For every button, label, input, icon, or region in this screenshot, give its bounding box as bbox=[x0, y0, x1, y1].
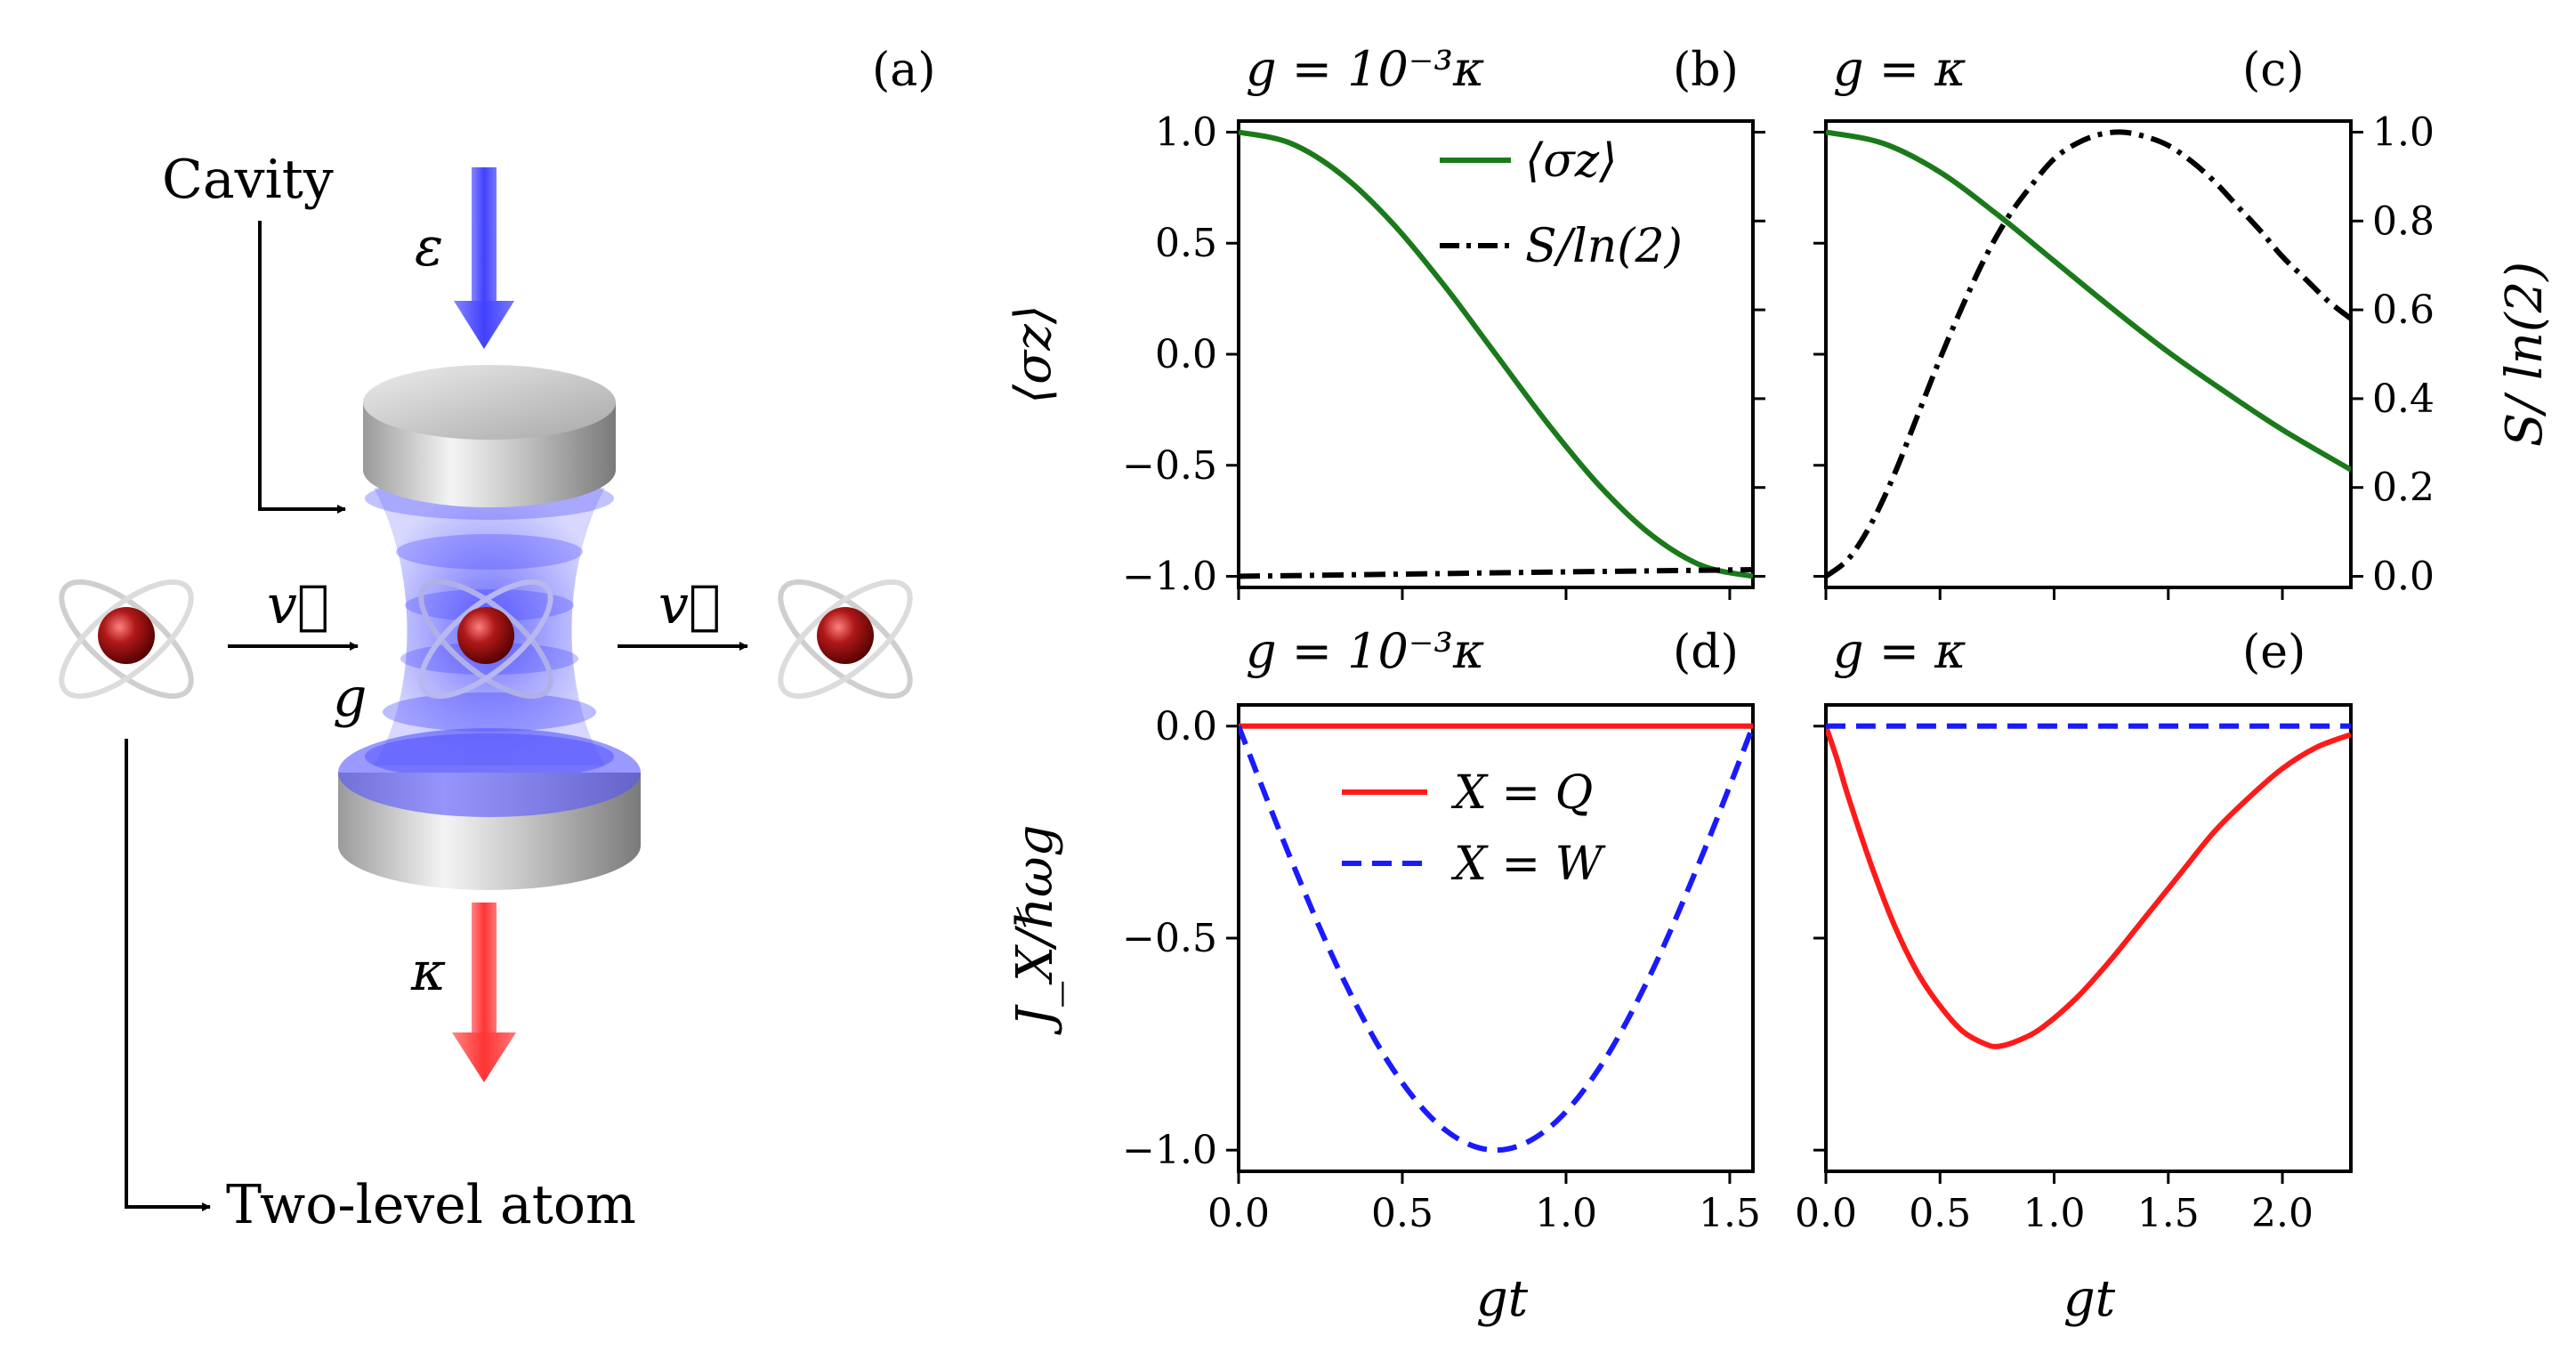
atom-pointer-arrow bbox=[125, 739, 211, 1211]
x-tick-label: 0.0 bbox=[1207, 1191, 1270, 1236]
series-line-primary bbox=[1826, 725, 2351, 1049]
panel-label-a: (a) bbox=[872, 44, 936, 97]
panel-d-xlabel: gt bbox=[1476, 1270, 1529, 1328]
y-tick-label: −0.5 bbox=[1122, 443, 1217, 489]
series-line-primary bbox=[1239, 129, 1753, 579]
legend-d-text-w: X = W bbox=[1450, 838, 1606, 891]
legend-b-text-entropy: S/ln(2) bbox=[1525, 220, 1683, 273]
panel-b-header: g = 10⁻³κ bbox=[1246, 41, 1484, 97]
legend-b: ⟨σz⟩ S/ln(2) bbox=[1440, 134, 1683, 273]
x-tick-label: 0.5 bbox=[1371, 1191, 1433, 1236]
x-tick-label: 1.0 bbox=[2023, 1191, 2086, 1236]
bottom-mirror bbox=[338, 728, 641, 890]
x-tick-label: 2.0 bbox=[2251, 1191, 2314, 1236]
panel-c-header: g = κ bbox=[1833, 41, 1966, 97]
y-tick-label: −0.5 bbox=[1122, 916, 1217, 961]
panel-e: g = κ (e) 0.0 0.5 1.0 1.5 2.0 gt bbox=[1795, 623, 2353, 1328]
panel-b-label: (b) bbox=[1673, 44, 1739, 97]
panel-c-y2label: S/ ln(2) bbox=[2496, 262, 2554, 447]
x-tick-label: 1.5 bbox=[1699, 1191, 1761, 1236]
y-tick-label: −1.0 bbox=[1122, 1128, 1217, 1173]
velocity-label-out: v⃗ bbox=[658, 574, 721, 636]
panel-e-label: (e) bbox=[2242, 626, 2305, 679]
plot-d: 0.0 0.5 1.0 1.5 0.0 −0.5 −1.0 bbox=[1122, 703, 1761, 1236]
series-line-secondary bbox=[1826, 129, 2351, 579]
series-line-primary bbox=[1826, 129, 2351, 473]
y-tick-label: 0.0 bbox=[1155, 704, 1217, 749]
y-tick-label: 0.5 bbox=[1155, 221, 1217, 266]
series-line-secondary bbox=[1239, 725, 1753, 1154]
y2-tick-label: 1.0 bbox=[2372, 109, 2435, 155]
coupling-label: g bbox=[333, 667, 367, 729]
epsilon-label: ε bbox=[415, 216, 443, 279]
atom-in-cavity bbox=[418, 579, 553, 700]
panel-c-label: (c) bbox=[2242, 44, 2305, 97]
atom-incoming bbox=[59, 579, 194, 700]
panel-e-header: g = κ bbox=[1833, 623, 1966, 679]
atom-outgoing bbox=[778, 579, 913, 700]
y2-tick-label: 0.6 bbox=[2372, 287, 2435, 333]
y-tick-label: 1.0 bbox=[1155, 109, 1217, 155]
pump-arrow bbox=[454, 167, 514, 349]
plot-c: 1.0 0.8 0.6 0.4 0.2 0.0 bbox=[1813, 109, 2435, 600]
x-tick-label: 1.0 bbox=[1535, 1191, 1597, 1236]
series-line-secondary bbox=[1239, 567, 1753, 579]
y2-tick-label: 0.8 bbox=[2372, 198, 2435, 244]
leak-arrow bbox=[452, 903, 516, 1082]
panel-d: g = 10⁻³κ (d) 0.0 0.5 1.0 1.5 0.0 −0.5 −1.0 J_… bbox=[1006, 623, 1761, 1328]
legend-b-text-sigma: ⟨σz⟩ bbox=[1525, 134, 1617, 188]
panel-b-ylabel: ⟨σz⟩ bbox=[1005, 304, 1062, 403]
kappa-label: κ bbox=[410, 941, 446, 1003]
cavity-label: Cavity bbox=[162, 149, 334, 211]
legend-d-text-q: X = Q bbox=[1450, 766, 1593, 820]
y2-tick-label: 0.4 bbox=[2372, 376, 2435, 422]
atom-label: Two-level atom bbox=[226, 1174, 636, 1236]
y2-tick-label: 0.0 bbox=[2372, 555, 2435, 600]
legend-d: X = Q X = W bbox=[1342, 766, 1606, 891]
cavity-pointer-arrow bbox=[258, 221, 346, 514]
panel-c: g = κ (c) 1.0 0.8 0.6 0.4 0.2 0.0 S/ ln(2) bbox=[1813, 41, 2554, 600]
y2-tick-label: 0.2 bbox=[2372, 466, 2435, 511]
cavity-diagram: (a) Cavity ε bbox=[59, 44, 936, 1236]
y-tick-label: −1.0 bbox=[1122, 555, 1217, 600]
x-tick-label: 0.5 bbox=[1909, 1191, 1971, 1236]
panel-d-ylabel: J_X/ℏωg bbox=[1006, 825, 1064, 1036]
x-tick-label: 0.0 bbox=[1795, 1191, 1857, 1236]
velocity-label-in: v⃗ bbox=[267, 574, 329, 636]
top-mirror bbox=[363, 365, 616, 507]
plot-frame bbox=[1824, 119, 2353, 589]
x-tick-label: 1.5 bbox=[2137, 1191, 2200, 1236]
plot-e: 0.0 0.5 1.0 1.5 2.0 bbox=[1795, 703, 2353, 1236]
panel-b: g = 10⁻³κ (b) 1.0 0.5 0.0 −0.5 −1.0 ⟨σz⟩ ⟨σz… bbox=[1005, 41, 1765, 600]
panel-d-label: (d) bbox=[1673, 626, 1739, 679]
y-tick-label: 0.0 bbox=[1155, 332, 1217, 377]
plot-b: 1.0 0.5 0.0 −0.5 −1.0 bbox=[1122, 109, 1765, 600]
panel-d-header: g = 10⁻³κ bbox=[1246, 623, 1484, 679]
panel-e-xlabel: gt bbox=[2063, 1270, 2116, 1328]
